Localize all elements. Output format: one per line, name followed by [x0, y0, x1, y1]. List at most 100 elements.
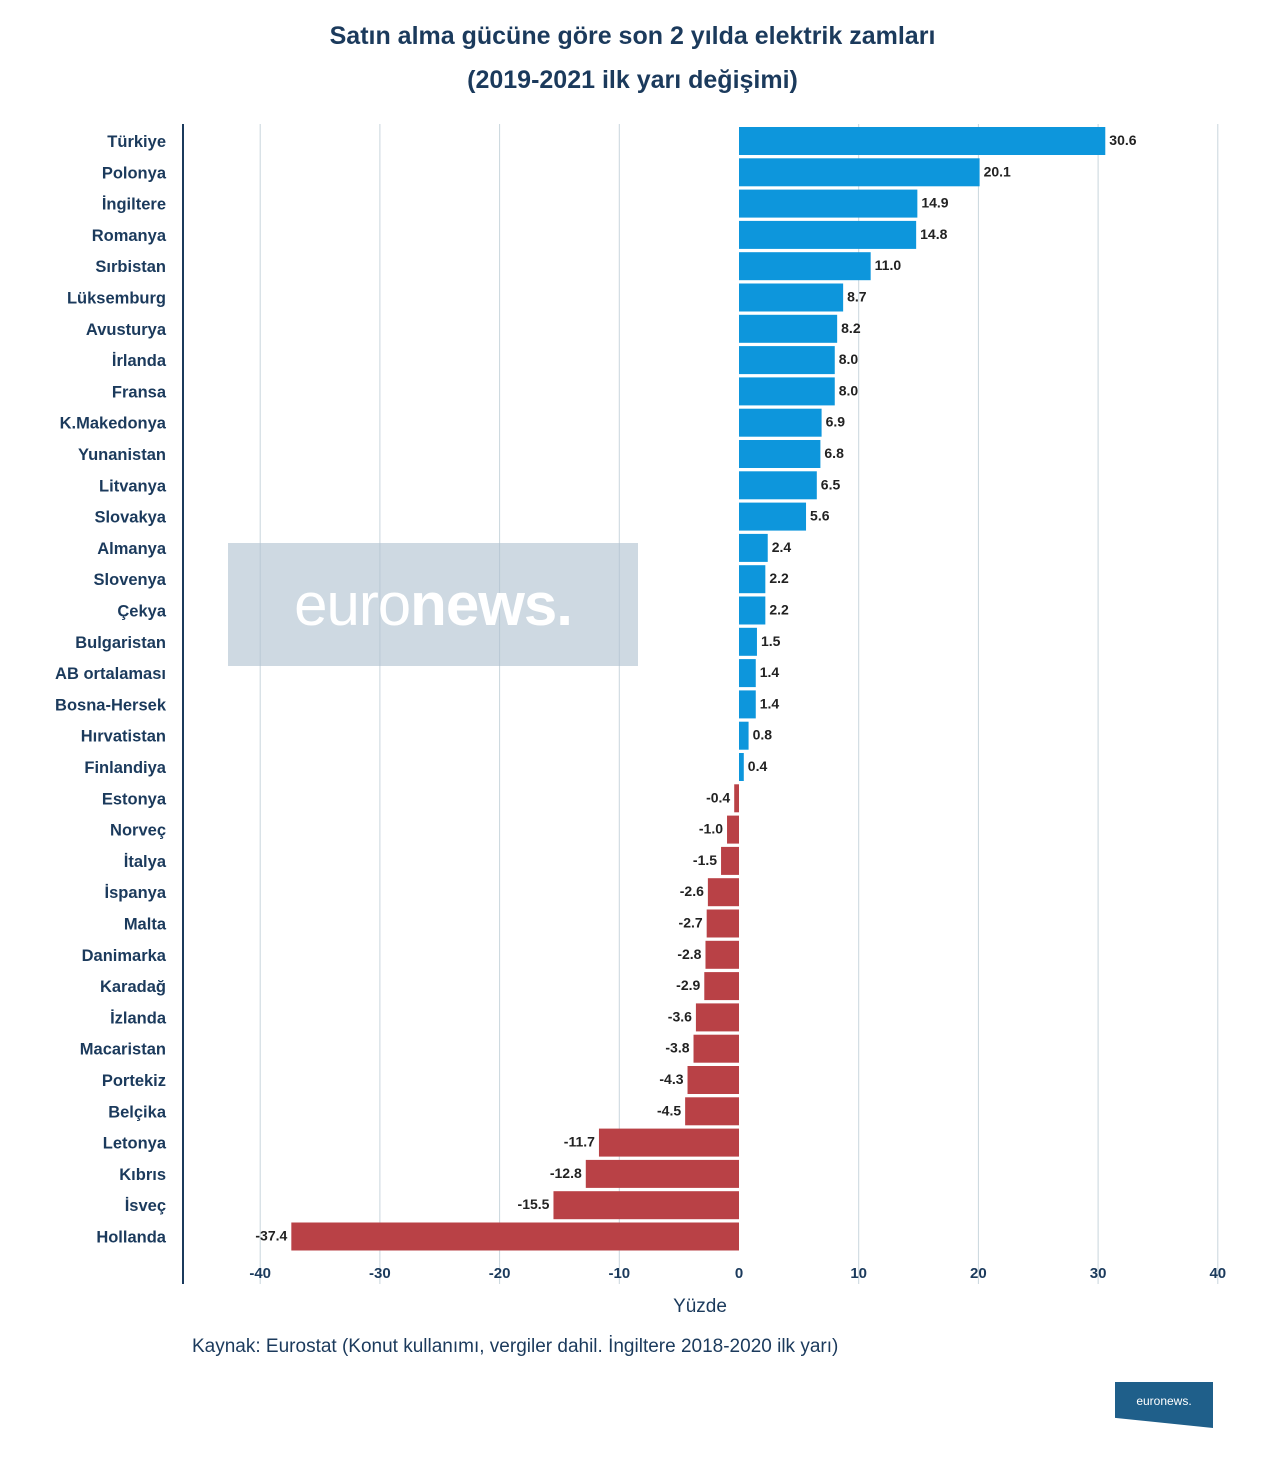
- bar: [705, 940, 739, 969]
- bar: [704, 972, 739, 1001]
- value-label: 2.2: [769, 570, 789, 586]
- category-label: Lüksemburg: [67, 290, 166, 308]
- bar: [739, 252, 871, 281]
- bar: [739, 314, 838, 343]
- x-tick-label: -10: [608, 1265, 630, 1282]
- value-label: -11.7: [564, 1134, 595, 1150]
- category-label: Romanya: [92, 227, 167, 245]
- category-label: İngiltere: [102, 196, 166, 214]
- category-label: Hollanda: [96, 1229, 166, 1247]
- bar: [727, 815, 739, 844]
- category-label: Norveç: [110, 822, 166, 840]
- category-label: Finlandiya: [84, 759, 166, 777]
- category-label: İsveç: [125, 1197, 166, 1215]
- value-label: -2.7: [679, 915, 703, 931]
- chart-subtitle: (2019-2021 ilk yarı değişimi): [467, 66, 798, 94]
- value-label: 2.2: [769, 602, 789, 618]
- category-label: Letonya: [103, 1135, 167, 1153]
- value-label: 14.9: [921, 195, 948, 211]
- bar: [739, 721, 749, 750]
- x-tick-label: 40: [1209, 1265, 1226, 1282]
- x-tick-label: -30: [369, 1265, 391, 1282]
- bar: [739, 377, 835, 406]
- bar-chart: -40 -30 -20 -10 0 10 20 30 40 Türkiye 30.6 Polonya 2…: [55, 124, 1226, 1284]
- category-label: Slovakya: [94, 509, 166, 527]
- category-label: Karadağ: [100, 978, 166, 996]
- bar: [291, 1222, 739, 1251]
- value-label: 6.8: [824, 445, 844, 461]
- value-label: 0.8: [753, 727, 773, 743]
- bar: [739, 158, 980, 187]
- value-label: -2.9: [676, 977, 700, 993]
- value-label: -3.6: [668, 1008, 692, 1024]
- value-label: 8.0: [839, 351, 859, 367]
- category-label: K.Makedonya: [60, 415, 167, 433]
- bar: [739, 471, 817, 500]
- x-axis-label: Yüzde: [673, 1296, 727, 1317]
- category-label: Litvanya: [99, 477, 167, 495]
- bar: [739, 502, 807, 531]
- bar: [739, 220, 917, 249]
- category-label: İtalya: [124, 853, 167, 871]
- chart-title: Satın alma gücüne göre son 2 yılda elekt…: [329, 22, 936, 50]
- category-label: Sırbistan: [95, 258, 166, 276]
- bar: [739, 283, 844, 312]
- bar: [598, 1128, 739, 1157]
- x-tick-label: 0: [735, 1265, 743, 1282]
- value-label: -3.8: [665, 1040, 689, 1056]
- x-tick-label: 10: [850, 1265, 867, 1282]
- bar: [739, 408, 822, 437]
- category-label: AB ortalaması: [55, 665, 166, 683]
- x-tick-label: 30: [1090, 1265, 1107, 1282]
- category-label: Yunanistan: [78, 446, 166, 464]
- euronews-watermark: euro news.: [228, 543, 638, 666]
- value-label: 30.6: [1109, 132, 1136, 148]
- value-label: 8.2: [841, 320, 861, 336]
- value-label: 6.5: [821, 476, 841, 492]
- category-label: Portekiz: [102, 1072, 166, 1090]
- category-label: Slovenya: [94, 571, 167, 589]
- x-tick-label: -40: [249, 1265, 271, 1282]
- category-label: Hırvatistan: [81, 728, 166, 746]
- category-label: Bosna-Hersek: [55, 696, 167, 714]
- value-label: 1.4: [760, 695, 780, 711]
- bar: [739, 440, 821, 468]
- bar: [739, 627, 757, 656]
- category-label: İzlanda: [110, 1009, 167, 1027]
- value-label: 20.1: [984, 163, 1011, 179]
- bar: [739, 753, 744, 781]
- value-label: -15.5: [518, 1196, 550, 1212]
- value-label: -4.3: [659, 1071, 683, 1087]
- value-label: -2.8: [677, 946, 701, 962]
- category-label: Türkiye: [107, 133, 166, 151]
- value-label: -1.0: [699, 821, 723, 837]
- value-label: 1.5: [761, 633, 781, 649]
- bar: [707, 878, 739, 907]
- bar: [739, 346, 835, 375]
- value-label: 14.8: [920, 226, 947, 242]
- category-label: Danimarka: [82, 947, 167, 965]
- category-label: Polonya: [102, 164, 167, 182]
- category-label: Estonya: [102, 790, 167, 808]
- bar: [706, 909, 739, 938]
- category-label: Malta: [124, 916, 167, 934]
- category-label: Kıbrıs: [119, 1166, 166, 1184]
- value-label: -1.5: [693, 852, 717, 868]
- bar: [739, 659, 756, 688]
- bar: [553, 1191, 739, 1220]
- bar: [585, 1159, 739, 1188]
- value-label: 1.4: [760, 664, 780, 680]
- bar: [739, 565, 766, 594]
- value-label: 2.4: [772, 539, 792, 555]
- value-label: -0.4: [706, 789, 730, 805]
- category-label: Bulgaristan: [75, 634, 166, 652]
- bar: [687, 1066, 739, 1094]
- value-label: -12.8: [550, 1165, 582, 1181]
- bar: [685, 1097, 739, 1126]
- category-label: Almanya: [97, 540, 167, 558]
- bar: [739, 533, 768, 562]
- category-label: Fransa: [112, 383, 167, 401]
- category-label: Avusturya: [86, 321, 167, 339]
- bar: [693, 1034, 739, 1063]
- category-label: Macaristan: [80, 1041, 166, 1059]
